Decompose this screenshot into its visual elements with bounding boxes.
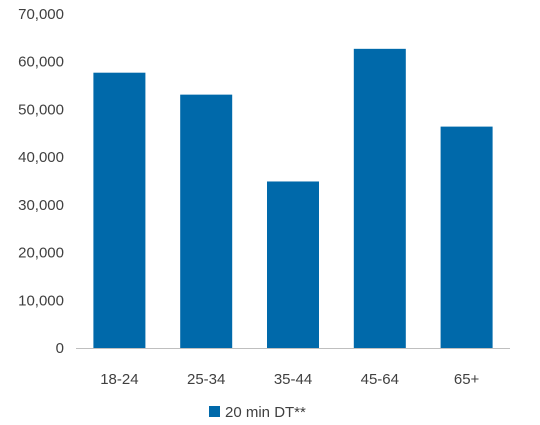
x-tick-label: 35-44 xyxy=(274,371,312,388)
y-tick-label: 40,000 xyxy=(18,149,64,166)
y-tick-label: 50,000 xyxy=(18,101,64,118)
x-tick-label: 18-24 xyxy=(100,371,138,388)
y-tick-label: 60,000 xyxy=(18,54,64,71)
bar xyxy=(267,181,319,348)
x-axis: 18-24 25-34 35-44 45-64 65+ xyxy=(76,348,510,388)
x-tick-label: 25-34 xyxy=(187,371,225,388)
y-tick-label: 0 xyxy=(56,340,64,357)
bar xyxy=(353,48,406,349)
x-tick-label: 45-64 xyxy=(361,371,399,388)
bars xyxy=(93,48,493,349)
bar xyxy=(180,94,233,348)
legend-swatch xyxy=(209,406,220,417)
legend: 20 min DT** xyxy=(209,404,306,421)
y-tick-label: 70,000 xyxy=(18,6,64,23)
y-tick-label: 10,000 xyxy=(18,292,64,309)
y-tick-label: 20,000 xyxy=(18,245,64,262)
y-axis: 0 10,000 20,000 30,000 40,000 50,000 60,000 70,… xyxy=(18,6,64,357)
bar xyxy=(440,126,493,348)
x-tick-label: 65+ xyxy=(454,371,480,388)
legend-label: 20 min DT** xyxy=(225,404,306,421)
bar xyxy=(93,72,146,348)
y-tick-label: 30,000 xyxy=(18,197,64,214)
